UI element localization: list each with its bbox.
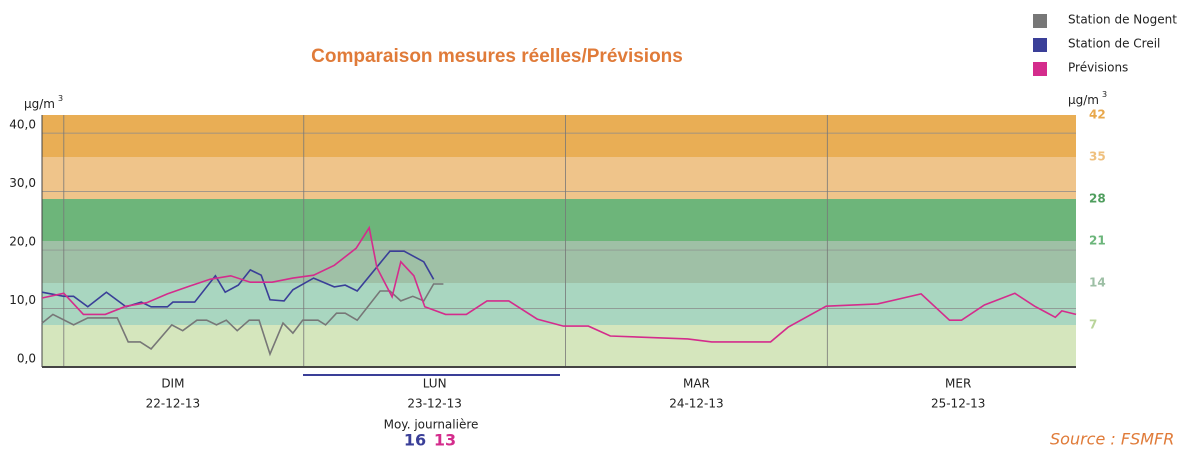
y-tick-label: 0,0 — [17, 352, 36, 366]
day-label: DIM — [161, 377, 184, 391]
y-unit-exp: 3 — [58, 94, 63, 103]
y2-tick-label: 14 — [1089, 276, 1106, 290]
band — [42, 199, 1076, 241]
y2-unit-exp: 3 — [1102, 90, 1107, 99]
y-unit-text: µg/m — [24, 97, 55, 111]
legend-swatch — [1033, 38, 1047, 52]
band — [42, 241, 1076, 283]
y2-unit: µg/m 3 — [1068, 90, 1107, 107]
day-date: 22-12-13 — [146, 397, 200, 411]
legend-label: Station de Creil — [1068, 37, 1160, 51]
series-line — [41, 250, 435, 308]
day-label: MER — [945, 377, 971, 391]
series-line — [41, 283, 444, 357]
y-tick-label: 20,0 — [9, 235, 36, 249]
y-unit: µg/m 3 — [24, 94, 63, 111]
day-label: LUN — [423, 377, 447, 391]
y-tick-label: 10,0 — [9, 293, 36, 307]
day-label: MAR — [683, 377, 710, 391]
y2-unit-text: µg/m — [1068, 93, 1099, 107]
band — [42, 283, 1076, 325]
series-line — [41, 225, 1077, 343]
y-tick-label: 30,0 — [9, 176, 36, 190]
average-value: 16 — [404, 431, 426, 450]
source: Source : FSMFR — [1050, 430, 1174, 449]
average-value: 13 — [434, 431, 456, 450]
legend-swatch — [1033, 14, 1047, 28]
legend-label: Station de Nogent — [1068, 13, 1177, 27]
band — [42, 325, 1076, 367]
day-date: 23-12-13 — [407, 397, 461, 411]
average-label: Moy. journalière — [384, 418, 479, 432]
y-tick-label: 40,0 — [9, 118, 36, 132]
y2-tick-label: 28 — [1089, 192, 1106, 206]
chart-title: Comparaison mesures réelles/Prévisions — [311, 46, 683, 67]
y2-tick-label: 7 — [1089, 318, 1097, 332]
band — [42, 115, 1076, 157]
legend-swatch — [1033, 62, 1047, 76]
legend-label: Prévisions — [1068, 61, 1128, 75]
day-date: 25-12-13 — [931, 397, 985, 411]
day-date: 24-12-13 — [669, 397, 723, 411]
y2-tick-label: 35 — [1089, 150, 1106, 164]
y2-tick-label: 21 — [1089, 234, 1106, 248]
y2-tick-label: 42 — [1089, 108, 1106, 122]
band — [42, 157, 1076, 199]
